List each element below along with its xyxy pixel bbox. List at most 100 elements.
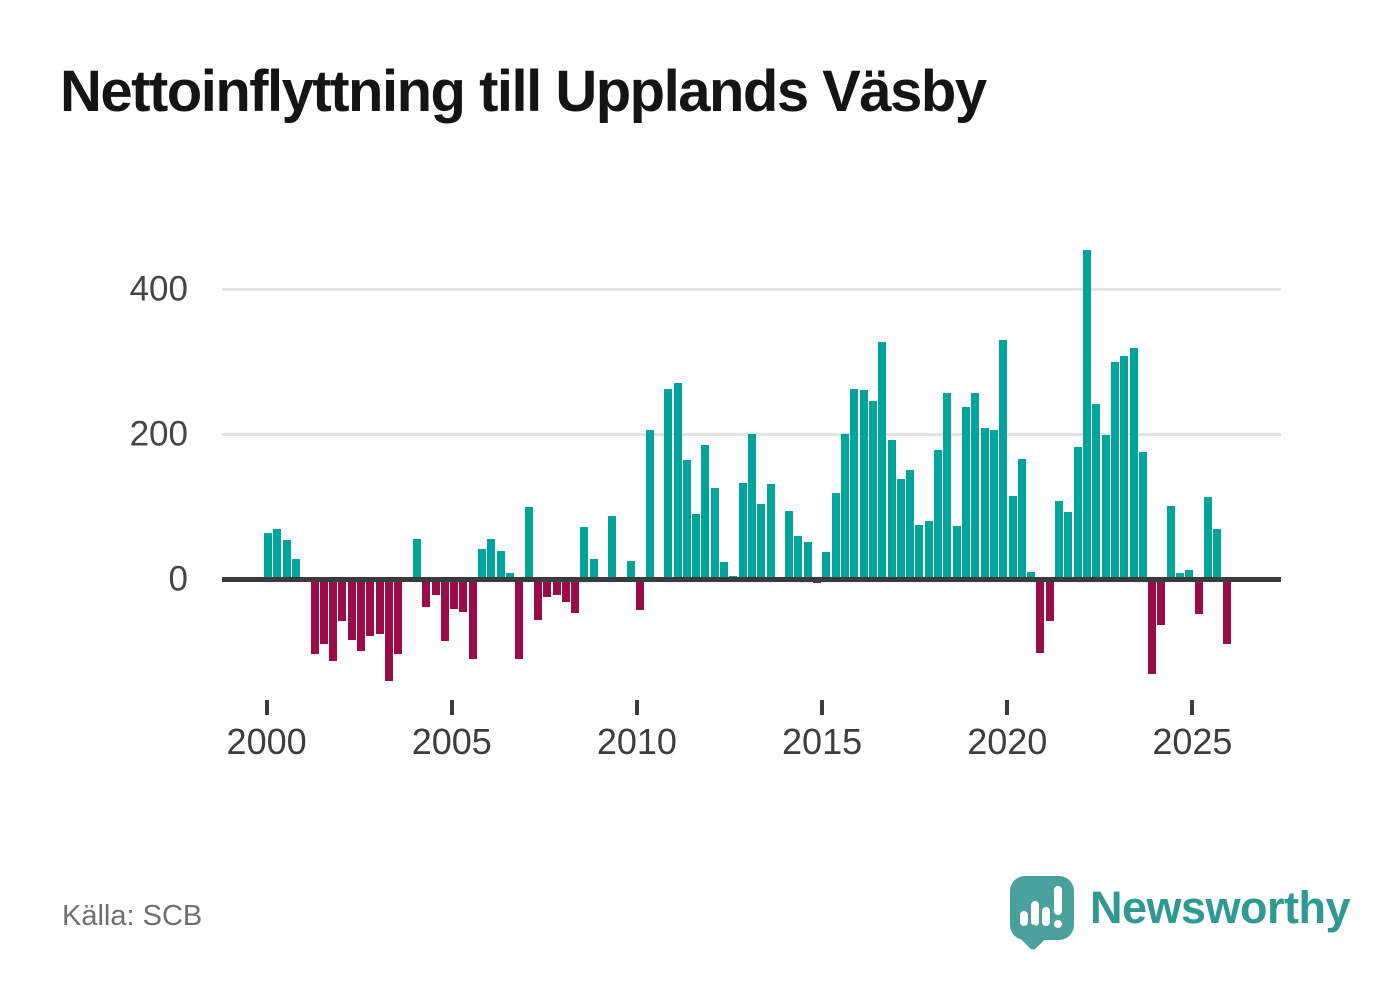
bar-2023-Q4 — [1148, 580, 1157, 674]
bar-2013-Q2 — [757, 504, 766, 579]
y-axis-label-0: 0 — [168, 559, 188, 599]
x-tick-2020 — [1005, 700, 1010, 715]
bar-2016-Q4 — [887, 439, 896, 579]
bar-2006-Q4 — [515, 580, 524, 660]
bar-2010-Q4 — [664, 389, 673, 579]
bar-2015-Q3 — [841, 434, 850, 579]
bar-2011-Q1 — [673, 383, 682, 579]
source-note: Källa: SCB — [62, 900, 203, 932]
bar-2010-Q1 — [636, 580, 645, 611]
bar-2012-Q4 — [738, 483, 747, 579]
x-axis-label-2005: 2005 — [411, 721, 492, 762]
bar-2008-Q3 — [580, 526, 589, 579]
bar-2015-Q1 — [822, 552, 831, 579]
bar-2017-Q4 — [924, 521, 933, 579]
bar-2019-Q1 — [971, 393, 980, 579]
bar-2007-Q3 — [543, 580, 552, 598]
bar-2018-Q4 — [962, 407, 971, 579]
bar-2022-Q3 — [1101, 434, 1110, 579]
bar-2012-Q2 — [720, 562, 729, 579]
zero-axis-line — [222, 577, 1281, 582]
logo-chart-bar-icon — [1042, 907, 1050, 926]
newsworthy-logo[interactable]: Newsworthy — [1010, 876, 1351, 940]
x-axis-label-2000: 2000 — [226, 721, 307, 762]
bar-2011-Q2 — [682, 460, 691, 579]
x-tick-2025 — [1190, 700, 1195, 715]
bar-2023-Q3 — [1138, 452, 1147, 579]
bar-2006-Q3 — [505, 573, 514, 579]
bar-2001-Q3 — [319, 580, 328, 644]
bar-2002-Q2 — [347, 580, 356, 641]
bar-2017-Q1 — [896, 478, 905, 579]
bar-2024-Q1 — [1157, 580, 1166, 625]
bar-2011-Q3 — [692, 513, 701, 579]
x-axis-label-2010: 2010 — [596, 721, 677, 762]
bar-2005-Q2 — [459, 580, 468, 612]
bar-2009-Q4 — [626, 560, 635, 579]
y-axis-label-400: 400 — [129, 269, 188, 309]
newsworthy-wordmark: Newsworthy — [1090, 882, 1351, 933]
bar-2004-Q2 — [422, 580, 431, 607]
bar-2025-Q1 — [1194, 580, 1203, 615]
bar-2021-Q3 — [1064, 512, 1073, 579]
bar-2008-Q4 — [589, 558, 598, 579]
x-axis-label-2020: 2020 — [967, 721, 1048, 762]
bar-2016-Q3 — [878, 341, 887, 579]
bar-2005-Q3 — [468, 580, 477, 660]
bar-2020-Q2 — [1017, 458, 1026, 579]
bar-2015-Q4 — [850, 389, 859, 579]
bar-2022-Q4 — [1110, 362, 1119, 579]
bar-2020-Q4 — [1036, 580, 1045, 654]
x-tick-2005 — [449, 700, 454, 715]
logo-chart-bar-icon — [1031, 901, 1039, 926]
bar-2022-Q1 — [1083, 249, 1092, 579]
bar-2020-Q1 — [1008, 496, 1017, 579]
x-axis-label-2025: 2025 — [1152, 721, 1233, 762]
bar-2012-Q1 — [710, 488, 719, 579]
bar-2003-Q3 — [394, 580, 403, 654]
bar-2001-Q4 — [329, 580, 338, 662]
bar-2004-Q4 — [440, 580, 449, 641]
x-tick-2000 — [264, 700, 269, 715]
bar-2007-Q4 — [552, 580, 561, 596]
bar-2004-Q3 — [431, 580, 440, 595]
bar-2008-Q1 — [561, 580, 570, 603]
bar-2014-Q1 — [785, 510, 794, 579]
bar-2005-Q4 — [478, 549, 487, 579]
bar-2000-Q1 — [264, 533, 272, 579]
bar-2001-Q2 — [310, 580, 319, 654]
bar-2025-Q2 — [1204, 497, 1212, 579]
bar-2023-Q2 — [1129, 347, 1138, 579]
bar-2017-Q3 — [915, 524, 924, 579]
bar-2011-Q4 — [701, 444, 710, 579]
x-axis-label-2015: 2015 — [782, 721, 863, 762]
bar-2005-Q1 — [450, 580, 459, 609]
bar-2020-Q3 — [1027, 572, 1036, 579]
bar-2014-Q2 — [794, 536, 803, 579]
bar-2024-Q3 — [1176, 573, 1185, 579]
logo-exclamation-icon — [1054, 886, 1062, 915]
bar-2013-Q1 — [747, 434, 756, 579]
bar-2024-Q4 — [1185, 569, 1194, 579]
bar-2025-Q3 — [1213, 528, 1222, 579]
bar-2003-Q1 — [375, 580, 384, 635]
gridline-400 — [222, 288, 1281, 291]
x-tick-2015 — [820, 700, 825, 715]
bar-2014-Q3 — [803, 542, 812, 579]
bar-2002-Q3 — [357, 580, 366, 652]
bar-2000-Q4 — [291, 559, 300, 579]
bar-2002-Q4 — [366, 580, 375, 636]
bar-2009-Q2 — [608, 515, 617, 579]
newsworthy-logo-icon — [1010, 876, 1074, 940]
bar-2018-Q3 — [952, 526, 961, 579]
bar-2022-Q2 — [1092, 404, 1101, 579]
bar-2010-Q2 — [645, 429, 654, 579]
bar-2007-Q1 — [524, 506, 533, 579]
x-tick-2010 — [634, 700, 639, 715]
bar-2007-Q2 — [533, 580, 542, 620]
bar-2003-Q2 — [384, 580, 393, 681]
bar-2008-Q2 — [571, 580, 580, 613]
bar-2023-Q1 — [1120, 355, 1129, 579]
bar-2018-Q1 — [934, 449, 943, 579]
bar-2024-Q2 — [1166, 505, 1175, 579]
